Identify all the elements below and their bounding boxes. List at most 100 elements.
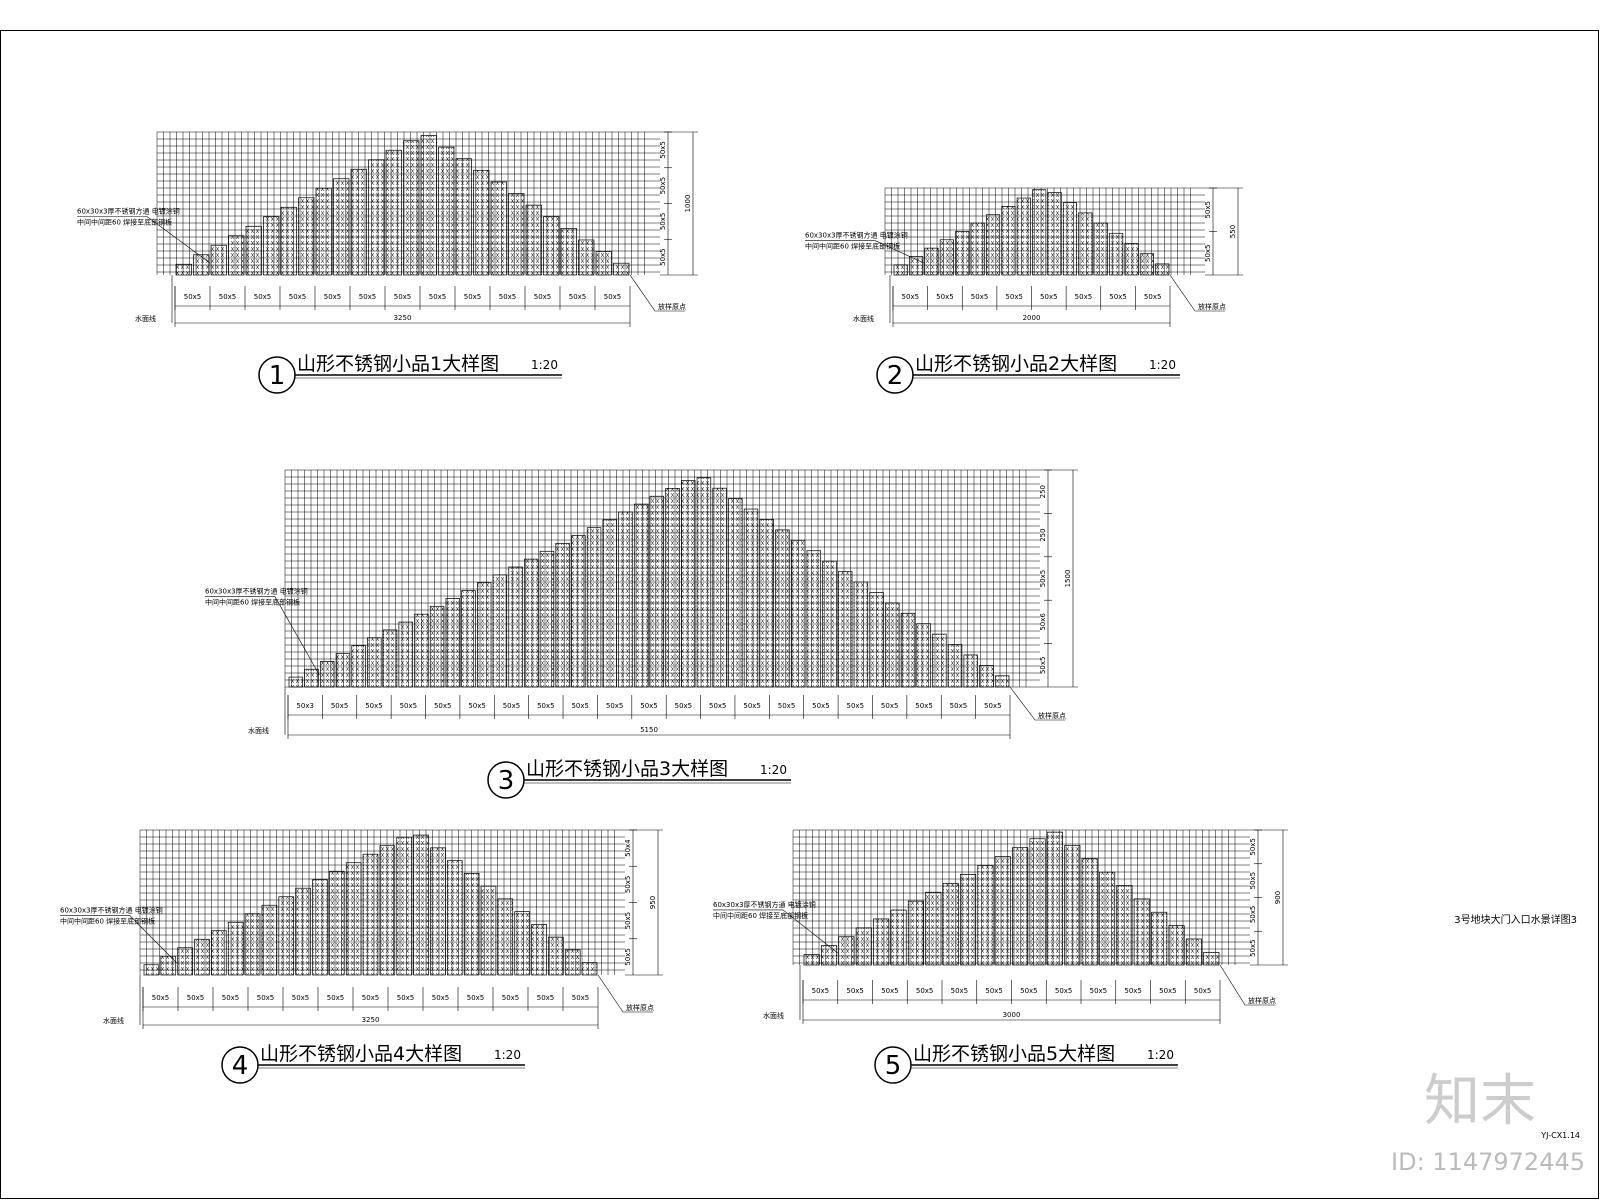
segment-label: 50x5 — [362, 994, 380, 1002]
leader — [1219, 964, 1275, 1006]
steel-tube — [1168, 925, 1185, 966]
height-label: 950 — [649, 896, 657, 909]
detail-drawing — [77, 131, 698, 327]
steel-tube — [263, 216, 280, 276]
steel-tube — [385, 149, 402, 276]
steel-tube — [429, 605, 445, 688]
steel-tube — [531, 924, 547, 976]
steel-tube — [633, 503, 649, 688]
steel-tube — [728, 498, 743, 688]
segment-label: 50x5 — [743, 702, 761, 710]
steel-tube — [1116, 885, 1133, 966]
steel-tube — [790, 539, 806, 688]
total-length: 5150 — [640, 726, 658, 734]
steel-tube — [280, 206, 297, 276]
segment-label: 50x5 — [675, 702, 693, 710]
note: 中间中间距60 焊接至底部钢板 — [205, 598, 300, 607]
steel-tube — [497, 898, 514, 976]
leader — [205, 596, 320, 676]
steel-tube — [396, 836, 412, 976]
steel-tube — [564, 949, 581, 976]
steel-tube — [473, 169, 490, 276]
segment-label: 50x5 — [400, 702, 418, 710]
steel-tube — [476, 582, 492, 688]
sheet-border — [0, 30, 1599, 1199]
steel-tube — [367, 637, 382, 688]
segment-label: 50x5 — [503, 702, 521, 710]
water-line: 水面线 — [103, 1016, 124, 1025]
total-length: 3250 — [362, 1016, 380, 1024]
segment-label: 50x5 — [222, 994, 240, 1002]
steel-tube — [175, 263, 192, 276]
detail-drawing — [805, 187, 1243, 327]
steel-tube — [288, 676, 304, 688]
steel-tube — [525, 204, 542, 276]
segment-label: 50x5 — [464, 293, 482, 301]
steel-tube — [869, 592, 884, 688]
steel-tube — [979, 665, 994, 688]
steel-tube — [712, 487, 727, 688]
steel-tube — [885, 602, 900, 688]
drawing-scale: 1:20 — [760, 763, 787, 777]
steel-tube — [838, 936, 855, 966]
segment-label: 50x5 — [537, 702, 555, 710]
segment-label: 50x5 — [606, 702, 624, 710]
steel-tube — [916, 623, 931, 688]
segment-label: 50x5 — [778, 702, 796, 710]
steel-tube — [942, 882, 959, 966]
steel-tube — [382, 629, 398, 688]
steel-tube — [228, 235, 245, 276]
steel-tube — [194, 938, 210, 976]
note: 中间中间距60 焊接至底部钢板 — [77, 218, 172, 227]
steel-tube — [398, 621, 413, 688]
leader — [1009, 686, 1065, 721]
side-label: 50x5 — [659, 248, 667, 266]
side-label: 50x5 — [659, 177, 667, 195]
steel-tube — [1029, 838, 1046, 966]
height-label: 900 — [1274, 891, 1282, 904]
origin-label: 放样原点 — [1248, 996, 1276, 1005]
steel-tube — [821, 945, 838, 966]
steel-tube — [1139, 253, 1154, 276]
steel-tube — [955, 231, 970, 276]
steel-tube — [555, 543, 570, 688]
segment-label: 50x5 — [292, 994, 310, 1002]
steel-tube — [413, 834, 429, 976]
steel-tube — [1133, 898, 1150, 966]
steel-tube — [333, 178, 350, 276]
steel-tube — [320, 660, 335, 688]
steel-tube — [335, 653, 351, 688]
segment-label: 50x5 — [572, 994, 590, 1002]
steel-tube — [1203, 951, 1220, 966]
steel-tube — [514, 911, 530, 976]
segment-label: 50x5 — [812, 702, 830, 710]
steel-tube — [455, 158, 472, 276]
steel-tube — [994, 856, 1011, 966]
note: 60x30x3厚不锈钢方通 电镀涂铜 — [713, 900, 816, 909]
steel-tube — [806, 550, 822, 688]
segment-label: 50x5 — [1075, 293, 1093, 301]
steel-tube — [210, 244, 227, 276]
water-line: 水面线 — [135, 314, 156, 323]
steel-tube — [350, 168, 367, 276]
drawing-title: 山形不锈钢小品4大样图 — [260, 1043, 462, 1065]
steel-tube — [295, 887, 311, 976]
segment-label: 50x5 — [1124, 987, 1142, 995]
steel-tube — [1185, 938, 1202, 966]
drawing-scale: 1:20 — [531, 358, 558, 372]
steel-tube — [649, 495, 665, 688]
segment-label: 50x5 — [1144, 293, 1162, 301]
steel-tube — [345, 862, 362, 976]
segment-label: 50x5 — [902, 293, 920, 301]
steel-tube — [480, 885, 497, 976]
steel-tube — [893, 264, 908, 276]
note: 60x30x3厚不锈钢方通 电镀涂铜 — [805, 231, 908, 240]
steel-tube — [463, 872, 480, 976]
side-label: 250 — [1039, 528, 1047, 541]
steel-tube — [414, 613, 429, 688]
segment-label: 50x5 — [254, 293, 272, 301]
steel-tube — [548, 936, 564, 976]
steel-tube — [853, 581, 869, 688]
steel-tube — [1124, 243, 1139, 276]
steel-tube — [1032, 189, 1047, 276]
